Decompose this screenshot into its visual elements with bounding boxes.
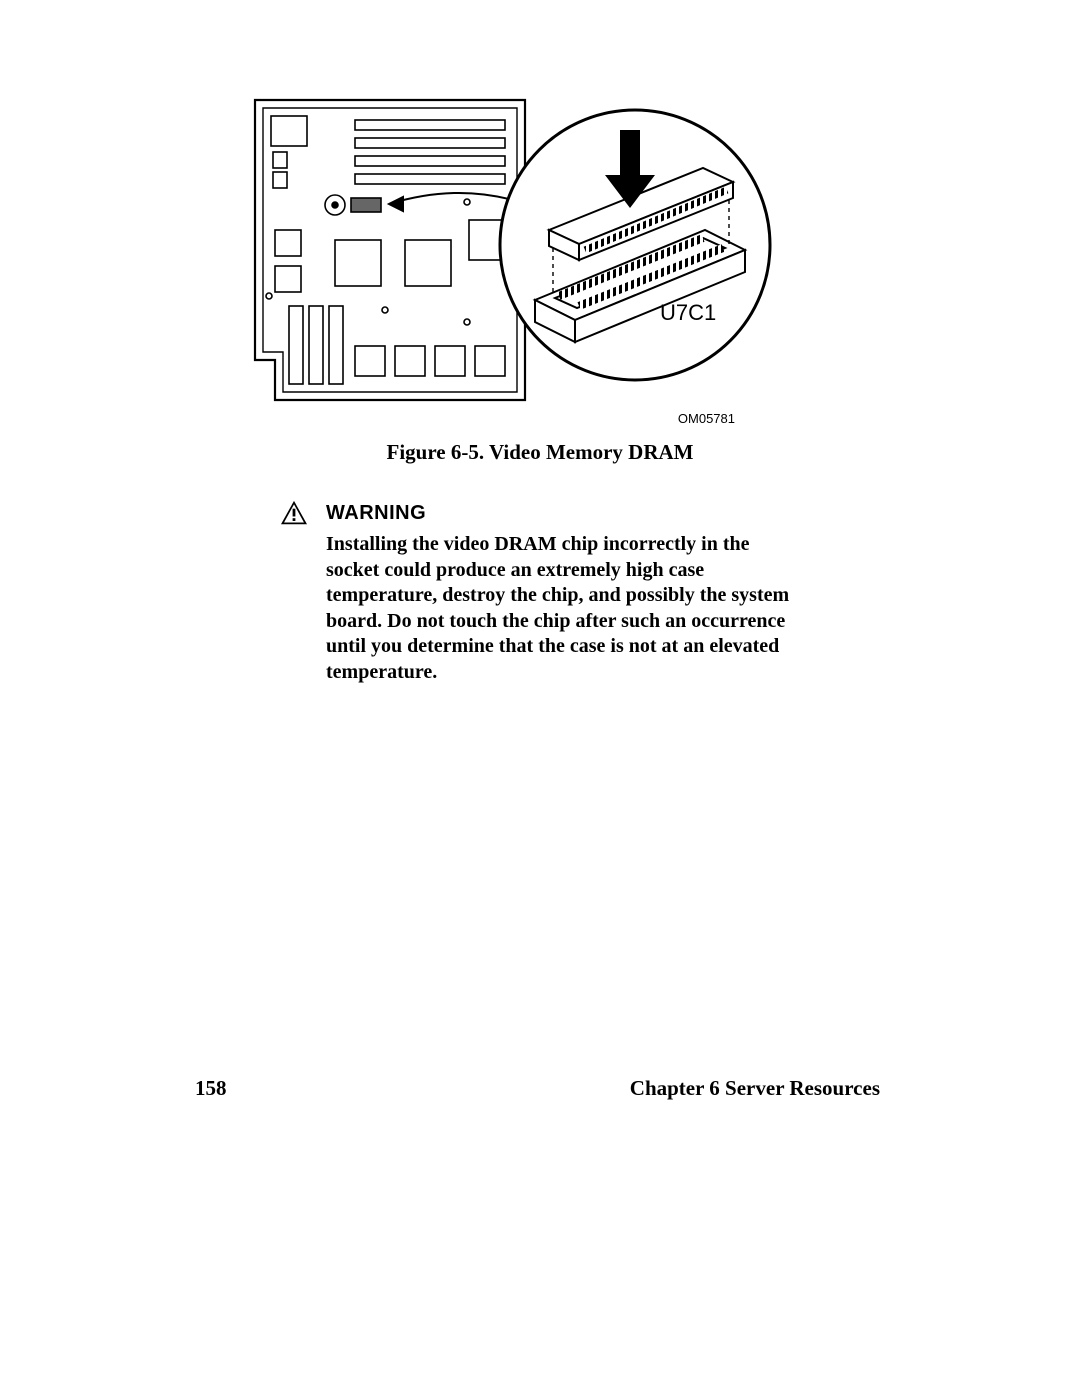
warning-icon	[280, 500, 308, 526]
figure-diagram: U7C1 OM05781	[235, 90, 775, 420]
diagram-reference-id: OM05781	[678, 411, 735, 426]
document-page: U7C1 OM05781 Figure 6-5. Video Memory DR…	[0, 0, 1080, 1397]
page-number: 158	[195, 1076, 227, 1101]
page-footer: 158 Chapter 6 Server Resources	[0, 1076, 1080, 1101]
warning-title: WARNING	[326, 502, 426, 525]
warning-block: WARNING Installing the video DRAM chip i…	[280, 500, 800, 686]
chapter-label: Chapter 6 Server Resources	[630, 1076, 880, 1101]
figure-caption: Figure 6-5. Video Memory DRAM	[0, 440, 1080, 465]
chip-label: U7C1	[660, 300, 716, 326]
warning-body-text: Installing the video DRAM chip incorrect…	[326, 532, 800, 686]
